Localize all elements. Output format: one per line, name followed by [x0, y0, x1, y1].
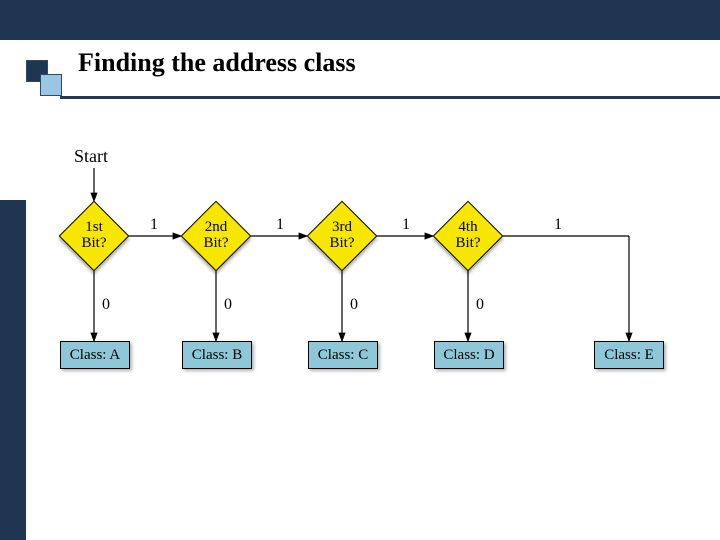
decision-label: 1st Bit?	[59, 201, 129, 271]
decision-label: 4th Bit?	[433, 201, 503, 271]
class-box-b3: Class: C	[308, 341, 378, 369]
decision-d3: 3rd Bit?	[307, 201, 377, 271]
slide-left-bar	[0, 200, 26, 540]
edge-label-0: 1	[150, 216, 158, 234]
edge-label-1: 1	[276, 216, 284, 234]
class-box-b4: Class: D	[434, 341, 504, 369]
edge-label-5: 0	[224, 296, 232, 314]
slide-top-bar	[0, 0, 720, 40]
decision-label: 3rd Bit?	[307, 201, 377, 271]
edge-label-7: 0	[476, 296, 484, 314]
decision-label: 2nd Bit?	[181, 201, 251, 271]
edge-label-2: 1	[402, 216, 410, 234]
page-title: Finding the address class	[78, 48, 356, 78]
class-box-b5: Class: E	[594, 341, 664, 369]
decor-square-2	[40, 74, 62, 96]
class-box-b2: Class: B	[182, 341, 252, 369]
edge-label-4: 0	[102, 296, 110, 314]
decision-d1: 1st Bit?	[59, 201, 129, 271]
edge-label-3: 1	[554, 216, 562, 234]
edge-label-6: 0	[350, 296, 358, 314]
decision-d2: 2nd Bit?	[181, 201, 251, 271]
decision-d4: 4th Bit?	[433, 201, 503, 271]
flowchart-canvas: Start 1st Bit?2nd Bit?3rd Bit?4th Bit?Cl…	[54, 146, 714, 406]
class-box-b1: Class: A	[60, 341, 130, 369]
